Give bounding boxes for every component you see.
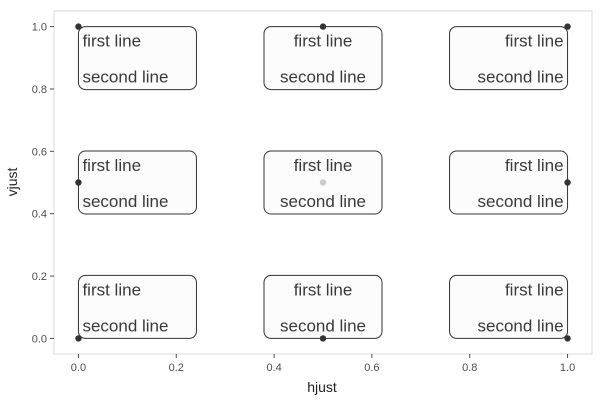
label-second-line: second line [478, 316, 564, 335]
label-box: first line second line [449, 274, 569, 339]
label-second-line: second line [280, 192, 366, 211]
label-first-line: first line [294, 156, 353, 175]
label-first-line: first line [82, 156, 141, 175]
x-tick-label: 0.8 [462, 362, 477, 374]
y-tick-label: 0.6 [32, 146, 47, 158]
label-boxes: first line second line first line second li… [77, 26, 569, 339]
label-second-line: second line [478, 192, 564, 211]
x-tick-label: 0.4 [266, 362, 281, 374]
x-axis-title: hjust [307, 379, 337, 395]
label-box: first line second line [77, 150, 197, 215]
label-box: first line second line [263, 274, 383, 339]
label-first-line: first line [294, 32, 353, 51]
y-tick-label: 0.4 [32, 209, 47, 221]
y-tick-label: 0.0 [32, 333, 47, 345]
label-second-line: second line [82, 192, 168, 211]
data-point [564, 335, 571, 342]
data-point [75, 335, 82, 342]
y-tick-label: 0.8 [32, 84, 47, 96]
data-point [564, 179, 571, 186]
data-point [564, 23, 571, 30]
label-second-line: second line [478, 68, 564, 87]
label-first-line: first line [294, 280, 353, 299]
data-point [75, 23, 82, 30]
label-box-frame [77, 274, 197, 339]
y-tick-label: 0.2 [32, 271, 47, 283]
x-tick-label: 0.0 [71, 362, 86, 374]
y-tick-label: 1.0 [32, 22, 47, 34]
label-first-line: first line [82, 32, 141, 51]
x-tick-label: 0.6 [364, 362, 379, 374]
data-point [319, 335, 327, 342]
x-tick-label: 1.0 [560, 362, 575, 374]
y-axis: 0.0 0.2 0.4 0.6 0.8 1.0 [32, 22, 54, 345]
label-box: first line second line [449, 150, 569, 215]
data-point [319, 23, 327, 30]
label-box: first line second line [263, 26, 383, 91]
y-axis-title: vjust [4, 168, 20, 197]
data-points [75, 23, 571, 342]
label-box: first line second line [77, 274, 197, 339]
data-point [319, 179, 327, 186]
label-second-line: second line [280, 68, 366, 87]
label-box: first line second line [449, 26, 569, 91]
label-first-line: first line [505, 280, 564, 299]
label-first-line: first line [505, 32, 564, 51]
label-first-line: first line [505, 156, 564, 175]
label-box-frame [449, 26, 569, 91]
x-tick-label: 0.2 [169, 362, 184, 374]
label-box: first line second line [77, 26, 197, 91]
label-box-frame [449, 274, 569, 339]
data-point [75, 179, 82, 186]
label-second-line: second line [82, 316, 168, 335]
x-axis: 0.0 0.2 0.4 0.6 0.8 1.0 [71, 354, 575, 374]
label-box-frame [77, 26, 197, 91]
label-first-line: first line [82, 280, 141, 299]
label-second-line: second line [82, 68, 168, 87]
label-second-line: second line [280, 316, 366, 335]
